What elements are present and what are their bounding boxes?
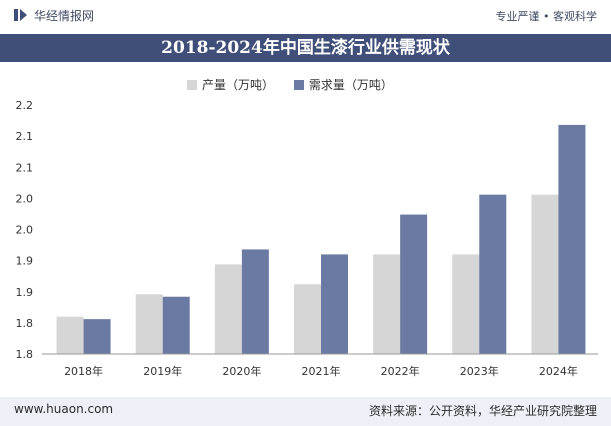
x-tick-label: 2021年	[302, 364, 341, 378]
legend-item-demand: 需求量（万吨）	[293, 76, 393, 93]
x-tick-label: 2023年	[460, 364, 499, 378]
y-tick-label: 2.1	[16, 130, 34, 143]
bar-production	[135, 294, 163, 354]
bar-production	[214, 264, 242, 354]
bar-production	[531, 194, 559, 354]
bar-production	[373, 254, 401, 354]
brand-name: 华经情报网	[34, 9, 95, 23]
chart-title: 2018-2024年中国生漆行业供需现状	[0, 34, 611, 62]
bar-demand	[321, 254, 348, 354]
legend-item-production: 产量（万吨）	[187, 76, 274, 93]
y-tick-label: 2.0	[16, 192, 34, 205]
y-tick-label: 2.0	[16, 224, 34, 237]
x-axis: 2018年 2019年 2020年 2021年 2022年 2023年 2024年	[42, 353, 598, 378]
y-tick-label: 2.1	[16, 161, 34, 174]
y-tick-label: 1.9	[16, 286, 34, 299]
footer-url: www.huaon.com	[14, 402, 114, 416]
bar-demand	[162, 296, 190, 354]
x-tick-label: 2022年	[381, 364, 420, 378]
footer: www.huaon.com 资料来源：公开资料，华经产业研究院整理	[0, 397, 611, 426]
tagline: 专业严谨 • 客观科学	[495, 10, 597, 23]
top-bar: 华经情报网 专业严谨 • 客观科学	[0, 0, 611, 30]
brand-logo-icon	[14, 9, 27, 21]
chart-legend: 产量（万吨） 需求量（万吨）	[187, 76, 409, 93]
bar-demand	[400, 214, 428, 354]
y-tick-label: 1.8	[16, 317, 34, 330]
bar-demand	[558, 124, 586, 354]
x-tick-label: 2020年	[222, 364, 261, 378]
bars	[56, 124, 586, 354]
legend-swatch-production	[187, 80, 197, 90]
bar-chart: 1.81.81.91.92.02.02.12.12.2 2018年 2019年 20…	[16, 99, 598, 378]
x-tick-label: 2019年	[143, 364, 182, 378]
bar-demand	[83, 319, 111, 354]
legend-swatch-demand	[293, 80, 304, 90]
y-tick-label: 2.2	[16, 99, 34, 112]
bar-production	[452, 254, 480, 354]
bar-production	[56, 316, 84, 354]
legend-label-production: 产量（万吨）	[202, 78, 275, 92]
y-tick-label: 1.9	[16, 255, 34, 268]
bar-demand	[479, 194, 507, 354]
x-tick-label: 2018年	[64, 364, 103, 378]
x-tick-label: 2024年	[539, 364, 578, 378]
brand: 华经情报网	[14, 7, 94, 24]
footer-source: 资料来源：公开资料，华经产业研究院整理	[368, 404, 597, 418]
bar-demand	[241, 249, 269, 354]
bar-production	[294, 284, 321, 354]
y-axis: 1.8 1.8 1.9 1.9 2.0 2.0 2.1 2.1 2.2	[16, 99, 34, 361]
legend-label-demand: 需求量（万吨）	[308, 78, 393, 92]
y-tick-label: 1.8	[16, 348, 34, 361]
